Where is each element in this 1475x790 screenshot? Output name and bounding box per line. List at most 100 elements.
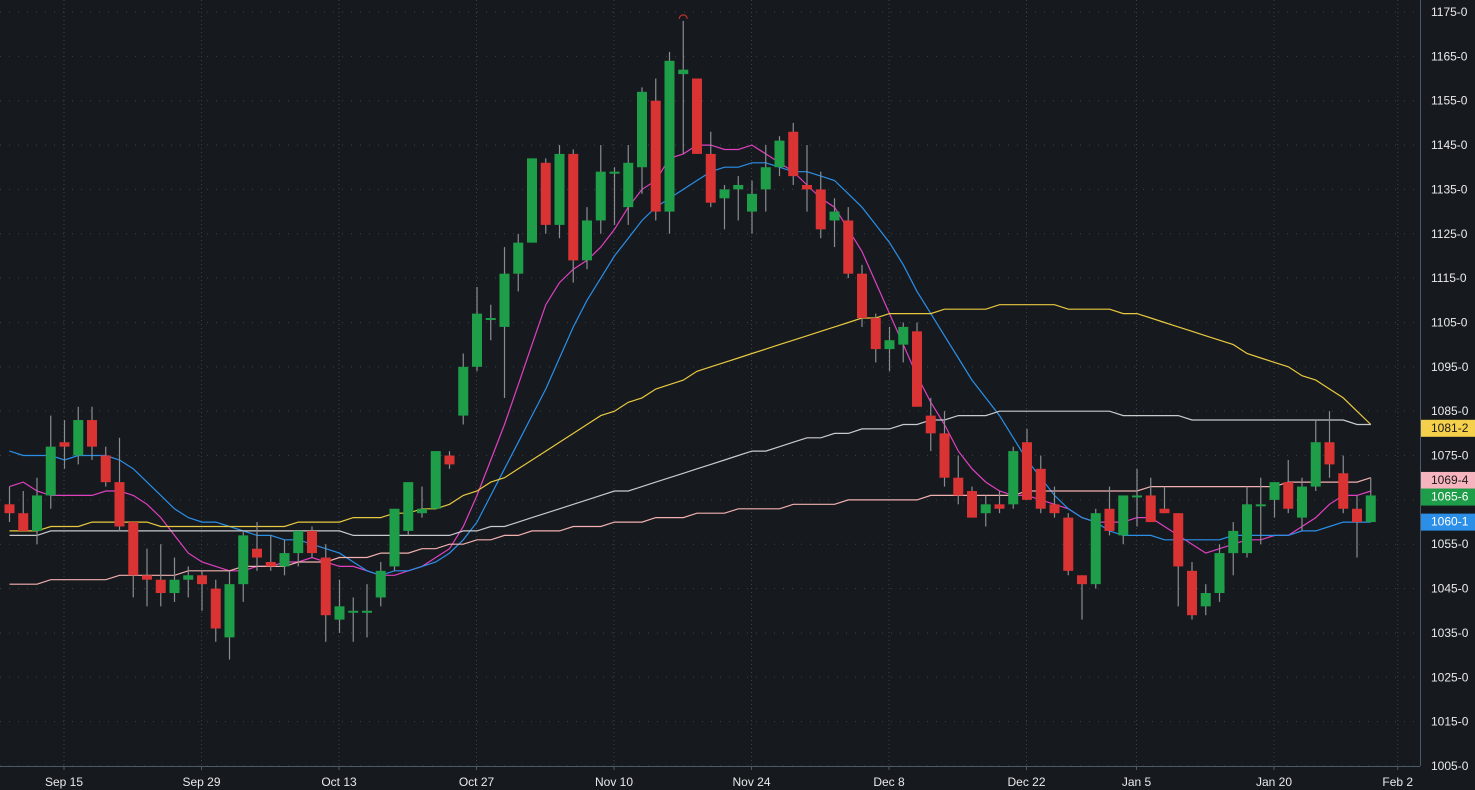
candle[interactable] bbox=[678, 20, 689, 154]
candle[interactable] bbox=[747, 180, 757, 234]
candle[interactable] bbox=[1365, 477, 1376, 523]
candle[interactable] bbox=[925, 397, 936, 452]
candle[interactable] bbox=[1090, 508, 1101, 589]
candle[interactable] bbox=[898, 322, 909, 363]
candle[interactable] bbox=[1324, 411, 1335, 478]
candle[interactable] bbox=[293, 530, 304, 567]
candle[interactable] bbox=[994, 491, 1005, 514]
candle[interactable] bbox=[967, 486, 977, 518]
candle[interactable] bbox=[623, 145, 634, 225]
candles[interactable] bbox=[4, 20, 1376, 660]
candle[interactable] bbox=[1008, 446, 1019, 509]
candle[interactable] bbox=[774, 136, 785, 177]
candle[interactable] bbox=[458, 353, 469, 425]
candle[interactable] bbox=[1022, 428, 1032, 500]
candle[interactable] bbox=[554, 145, 565, 239]
candle[interactable] bbox=[829, 198, 840, 248]
candle[interactable] bbox=[1228, 522, 1239, 576]
candle[interactable] bbox=[1255, 477, 1266, 545]
candle[interactable] bbox=[1200, 584, 1211, 616]
candle[interactable] bbox=[4, 486, 15, 523]
candle[interactable] bbox=[1104, 486, 1115, 536]
candle[interactable] bbox=[843, 207, 854, 279]
candle[interactable] bbox=[1187, 561, 1197, 620]
y-axis[interactable]: 1175-0 1165-0 1155-0 1145-0 1135-0 1125-0 1115… bbox=[1420, 0, 1475, 790]
candle[interactable] bbox=[238, 530, 249, 602]
candle[interactable] bbox=[1283, 459, 1294, 514]
candle[interactable] bbox=[18, 491, 29, 531]
candle[interactable] bbox=[1132, 468, 1142, 527]
candle[interactable] bbox=[637, 87, 647, 194]
candle[interactable] bbox=[252, 522, 262, 571]
candle[interactable] bbox=[857, 264, 867, 327]
candle[interactable] bbox=[375, 561, 386, 607]
candle[interactable] bbox=[485, 304, 496, 341]
candle[interactable] bbox=[1049, 486, 1060, 518]
candle[interactable] bbox=[1159, 486, 1170, 514]
candle[interactable] bbox=[472, 286, 482, 372]
candle[interactable] bbox=[802, 145, 812, 212]
candle[interactable] bbox=[183, 566, 194, 598]
candle[interactable] bbox=[733, 176, 744, 221]
candle[interactable] bbox=[1269, 482, 1280, 518]
candle[interactable] bbox=[1297, 477, 1307, 531]
candle[interactable] bbox=[1077, 575, 1087, 620]
candle[interactable] bbox=[1338, 455, 1349, 514]
candle[interactable] bbox=[320, 544, 331, 642]
candle[interactable] bbox=[1352, 495, 1362, 558]
candle[interactable] bbox=[73, 406, 84, 465]
candle[interactable] bbox=[417, 486, 427, 518]
candle[interactable] bbox=[650, 78, 661, 221]
candle[interactable] bbox=[32, 477, 42, 545]
candle[interactable] bbox=[884, 326, 895, 372]
candle[interactable] bbox=[692, 78, 702, 154]
candle[interactable] bbox=[210, 579, 221, 642]
candle[interactable] bbox=[499, 247, 510, 398]
candle[interactable] bbox=[912, 322, 922, 407]
candle[interactable] bbox=[595, 145, 606, 234]
candle[interactable] bbox=[348, 597, 359, 642]
candle[interactable] bbox=[760, 145, 771, 212]
candle[interactable] bbox=[87, 406, 97, 460]
candle[interactable] bbox=[389, 508, 400, 571]
candle[interactable] bbox=[815, 171, 826, 239]
candle[interactable] bbox=[788, 122, 799, 185]
candle[interactable] bbox=[609, 167, 620, 225]
candle[interactable] bbox=[540, 158, 551, 234]
candle[interactable] bbox=[705, 131, 716, 208]
candle[interactable] bbox=[430, 451, 441, 509]
candle[interactable] bbox=[155, 544, 166, 607]
candle[interactable] bbox=[114, 437, 125, 531]
candle[interactable] bbox=[719, 184, 730, 230]
candle[interactable] bbox=[664, 51, 675, 234]
candle[interactable] bbox=[568, 149, 579, 283]
candle[interactable] bbox=[1173, 513, 1184, 607]
candle[interactable] bbox=[142, 548, 152, 607]
candle[interactable] bbox=[1145, 477, 1156, 523]
candle[interactable] bbox=[169, 557, 180, 602]
candle[interactable] bbox=[197, 570, 207, 611]
candle[interactable] bbox=[1035, 455, 1046, 514]
candle[interactable] bbox=[334, 579, 345, 633]
candle[interactable] bbox=[527, 158, 537, 243]
candle[interactable] bbox=[1310, 420, 1321, 492]
candle[interactable] bbox=[582, 207, 592, 270]
candle[interactable] bbox=[980, 495, 991, 527]
candle[interactable] bbox=[265, 535, 276, 571]
candle[interactable] bbox=[224, 570, 235, 660]
candle[interactable] bbox=[362, 584, 372, 638]
candle[interactable] bbox=[100, 446, 111, 487]
candle[interactable] bbox=[939, 411, 950, 487]
candle[interactable] bbox=[953, 455, 964, 505]
candle[interactable] bbox=[1242, 486, 1252, 558]
candle[interactable] bbox=[444, 451, 455, 469]
candle[interactable] bbox=[59, 420, 70, 469]
candle[interactable] bbox=[1214, 544, 1225, 602]
x-axis[interactable]: Sep 15 Sep 29 Oct 13 Oct 27 Nov 10 Nov 24 Dec … bbox=[0, 766, 1420, 790]
candle[interactable] bbox=[870, 313, 881, 363]
candle[interactable] bbox=[1063, 513, 1074, 576]
candle[interactable] bbox=[1118, 495, 1129, 545]
candle[interactable] bbox=[513, 233, 524, 292]
candle[interactable] bbox=[403, 482, 414, 536]
